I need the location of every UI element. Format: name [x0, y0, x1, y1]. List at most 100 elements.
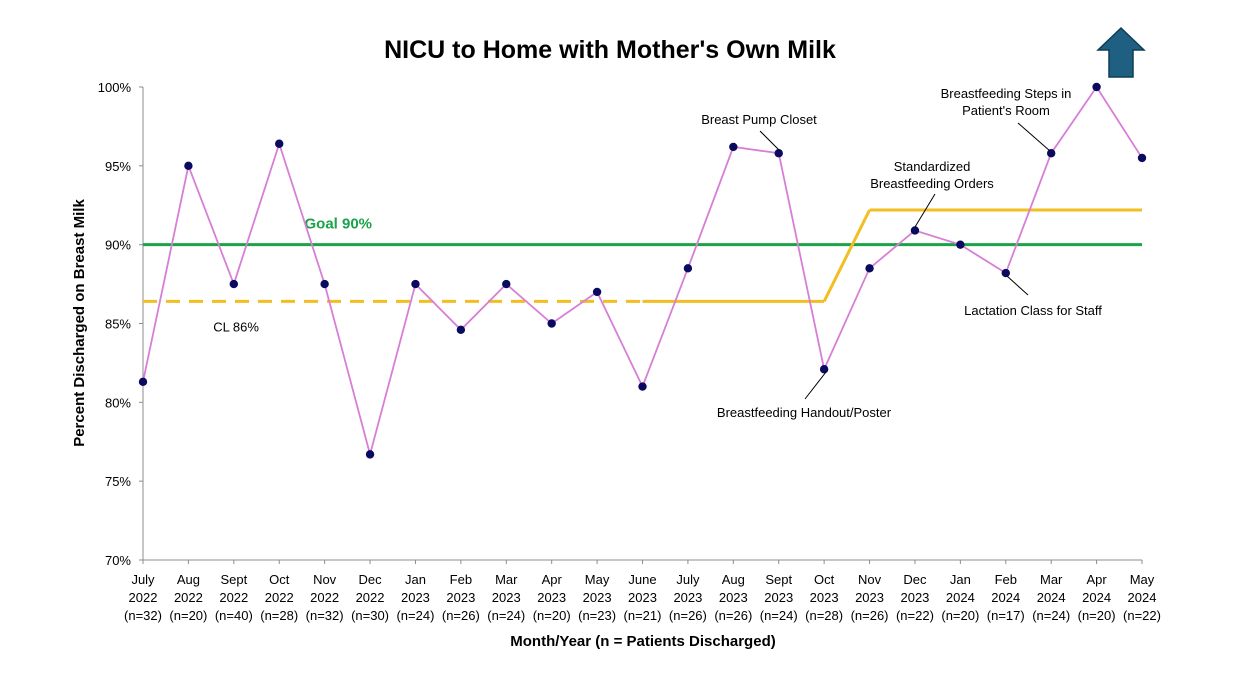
annotation-leader [759, 130, 780, 151]
y-tick-label: 85% [105, 317, 131, 332]
x-tick-label-line: (n=32) [124, 608, 162, 623]
x-tick-label-line: Oct [269, 572, 290, 587]
x-tick-label-line: 2022 [265, 590, 294, 605]
x-tick-label-line: May [585, 572, 610, 587]
x-tick-label-line: (n=30) [351, 608, 389, 623]
x-tick-label: Jan 2023 (n=24) [396, 572, 434, 623]
center-line-label: CL 86% [213, 319, 259, 334]
x-tick-label-line: (n=24) [487, 608, 525, 623]
x-tick-label-line: 2024 [1128, 590, 1157, 605]
annotation-label-line: Breast Pump Closet [701, 112, 817, 127]
x-tick-label-line: 2023 [537, 590, 566, 605]
x-tick-label-line: 2023 [673, 590, 702, 605]
x-tick-label-line: Mar [1040, 572, 1063, 587]
x-tick-label-line: Jan [950, 572, 971, 587]
x-tick-label: Sept 2022 (n=40) [215, 572, 253, 623]
x-tick-label: Dec 2023 (n=22) [896, 572, 934, 623]
data-point [865, 264, 874, 273]
x-tick-label: Oct 2022 (n=28) [260, 572, 298, 623]
annotation-leader [804, 371, 827, 400]
annotation-leader [1006, 275, 1029, 296]
x-tick-label-line: Dec [903, 572, 927, 587]
x-tick-label-line: 2023 [492, 590, 521, 605]
x-tick-label-line: (n=26) [714, 608, 752, 623]
x-tick-label-line: Jan [405, 572, 426, 587]
x-tick-label-line: 2024 [1037, 590, 1066, 605]
series-line [142, 85, 1143, 458]
reference-lines: Goal 90% CL 86% [143, 208, 1142, 334]
y-tick-label: 75% [105, 474, 131, 489]
x-tick-label-line: 2022 [356, 590, 385, 605]
desired-direction-arrow [1096, 26, 1146, 78]
data-point [683, 264, 693, 273]
x-tick-label: Apr 2024 (n=20) [1078, 572, 1116, 623]
x-tick-label: Feb 2024 (n=17) [987, 572, 1025, 623]
x-tick-label-line: (n=28) [805, 608, 843, 623]
data-point [138, 377, 148, 387]
x-tick-label-line: (n=24) [396, 608, 434, 623]
x-tick-label-line: 2022 [310, 590, 339, 605]
annotation-label: Lactation Class for Staff [964, 303, 1102, 318]
x-tick-label-line: Nov [858, 572, 882, 587]
annotation-label-line: Breastfeeding Handout/Poster [717, 405, 892, 420]
x-tick-label-line: Feb [450, 572, 472, 587]
x-tick-label: Apr 2023 (n=20) [533, 572, 571, 623]
x-tick-label-line: (n=22) [1123, 608, 1161, 623]
x-tick-label-line: Aug [722, 572, 745, 587]
y-tick-label: 80% [105, 395, 131, 410]
x-tick-label-line: 2022 [174, 590, 203, 605]
data-point [638, 382, 647, 391]
x-tick-label: May 2023 (n=23) [578, 572, 616, 623]
x-tick-label-line: (n=24) [760, 608, 798, 623]
x-tick-label: Nov 2023 (n=26) [851, 572, 889, 623]
annotation-leader [914, 193, 936, 228]
x-tick-label-line: (n=20) [533, 608, 571, 623]
annotation-label-line: Standardized [894, 159, 971, 174]
x-tick-label: Aug 2022 (n=20) [169, 572, 207, 623]
data-point [547, 319, 556, 328]
x-tick-label: Feb 2023 (n=26) [442, 572, 480, 623]
y-tick-label: 95% [105, 159, 131, 174]
annotation-label-line: Lactation Class for Staff [964, 303, 1102, 318]
data-point [365, 450, 375, 459]
y-tick-label: 90% [105, 238, 131, 253]
data-point [411, 279, 420, 289]
x-tick-label-line: 2022 [129, 590, 158, 605]
x-tick-label-line: 2023 [810, 590, 839, 605]
x-tick-label-line: (n=26) [851, 608, 889, 623]
x-tick-label: June 2023 (n=21) [624, 572, 662, 623]
annotation-label: Breastfeeding Steps in Patient's Room [941, 86, 1072, 118]
data-point [1001, 268, 1010, 278]
annotations: Breast Pump Closet Breastfeeding Handout/… [701, 86, 1102, 420]
up-arrow-icon [1096, 26, 1146, 78]
x-tick-label-line: Oct [814, 572, 835, 587]
x-tick-label-line: (n=20) [941, 608, 979, 623]
x-tick-label-line: (n=23) [578, 608, 616, 623]
data-point [592, 287, 602, 297]
x-tick-label-line: (n=26) [669, 608, 707, 623]
x-tick-label-line: Feb [995, 572, 1017, 587]
x-tick-label-line: Nov [313, 572, 337, 587]
annotation-label-line: Patient's Room [962, 103, 1050, 118]
data-point [774, 149, 783, 158]
x-tick-label-line: (n=26) [442, 608, 480, 623]
x-tick-label-line: Mar [495, 572, 518, 587]
x-tick-label-line: 2024 [946, 590, 975, 605]
x-tick-label-line: Apr [1086, 572, 1107, 587]
x-tick-label-line: Dec [358, 572, 382, 587]
data-point [229, 279, 239, 289]
x-tick-label-line: 2023 [719, 590, 748, 605]
x-tick-label-line: Apr [542, 572, 563, 587]
data-series [138, 82, 1147, 459]
y-tick-label: 70% [105, 553, 131, 568]
data-point [456, 325, 466, 335]
x-tick-label-line: (n=40) [215, 608, 253, 623]
annotation-label: Standardized Breastfeeding Orders [870, 159, 994, 191]
x-tick-label-line: 2023 [764, 590, 793, 605]
annotation-label: Breast Pump Closet [701, 112, 817, 127]
x-tick-label: Oct 2023 (n=28) [805, 572, 843, 623]
data-point [275, 139, 284, 148]
x-tick-label: July 2023 (n=26) [669, 572, 707, 623]
annotation-label: Breastfeeding Handout/Poster [717, 405, 892, 420]
